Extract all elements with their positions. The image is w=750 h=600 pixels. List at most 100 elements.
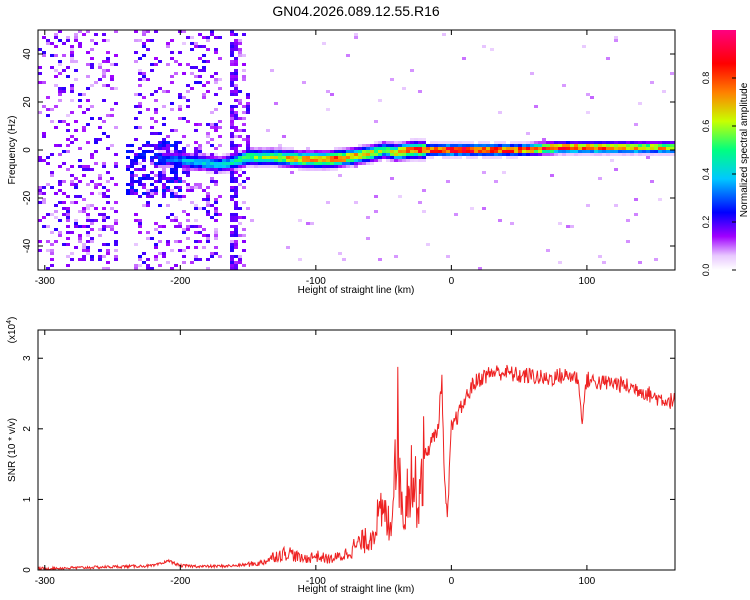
heatmap-cell	[50, 108, 54, 111]
heatmap-cell	[166, 243, 170, 246]
heatmap-cell	[198, 69, 202, 72]
heatmap-cell	[634, 141, 638, 144]
heatmap-cell	[170, 39, 174, 42]
heatmap-cell	[578, 144, 582, 147]
heatmap-cell	[346, 153, 350, 156]
heatmap-cell	[594, 141, 598, 144]
heatmap-cell	[638, 261, 642, 264]
heatmap-cell	[334, 159, 338, 162]
heatmap-cell	[178, 195, 182, 198]
heatmap-cell	[142, 54, 146, 57]
heatmap-cell	[154, 153, 158, 156]
heatmap-cell	[138, 93, 142, 96]
heatmap-cell	[182, 168, 186, 171]
heatmap-cell	[230, 84, 234, 87]
heatmap-cell	[522, 147, 526, 150]
heatmap-cell	[98, 138, 102, 141]
heatmap-cell	[298, 153, 302, 156]
heatmap-cell	[66, 210, 70, 213]
heatmap-cell	[114, 63, 118, 66]
heatmap-cell	[142, 75, 146, 78]
heatmap-cell	[418, 147, 422, 150]
heatmap-cell	[378, 159, 382, 162]
heatmap-cell	[306, 156, 310, 159]
heatmap-cell	[302, 168, 306, 171]
heatmap-cell	[174, 168, 178, 171]
heatmap-cell	[298, 219, 302, 222]
heatmap-cell	[198, 81, 202, 84]
heatmap-cell	[50, 42, 54, 45]
heatmap-cell	[162, 189, 166, 192]
heatmap-cell	[202, 66, 206, 69]
heatmap-cell	[462, 153, 466, 156]
heatmap-cell	[610, 147, 614, 150]
heatmap-cell	[150, 93, 154, 96]
heatmap-cell	[410, 147, 414, 150]
heatmap-cell	[286, 150, 290, 153]
heatmap-cell	[626, 150, 630, 153]
heatmap-cell	[142, 30, 146, 33]
heatmap-cell	[162, 159, 166, 162]
heatmap-cell	[526, 153, 530, 156]
heatmap-cell	[234, 168, 238, 171]
heatmap-cell	[162, 252, 166, 255]
heatmap-cell	[390, 177, 394, 180]
heatmap-cell	[358, 156, 362, 159]
heatmap-cell	[470, 150, 474, 153]
heatmap-cell	[82, 198, 86, 201]
heatmap-cell	[434, 147, 438, 150]
heatmap-cell	[242, 33, 246, 36]
heatmap-cell	[66, 213, 70, 216]
heatmap-cell	[282, 135, 286, 138]
heatmap-cell	[230, 156, 234, 159]
heatmap-cell	[514, 144, 518, 147]
heatmap-cell	[142, 186, 146, 189]
colorbar-label: Normalized spectral amplitude	[739, 82, 750, 217]
heatmap-cell	[230, 105, 234, 108]
heatmap-cell	[230, 138, 234, 141]
heatmap-cell	[366, 216, 370, 219]
heatmap-cell	[606, 144, 610, 147]
heatmap-cell	[210, 162, 214, 165]
heatmap-cell	[78, 210, 82, 213]
heatmap-cell	[66, 114, 70, 117]
heatmap-cell	[274, 150, 278, 153]
heatmap-cell	[138, 126, 142, 129]
heatmap-cell	[382, 141, 386, 144]
heatmap-cell	[262, 159, 266, 162]
heatmap-cell	[70, 57, 74, 60]
heatmap-cell	[666, 150, 670, 153]
heatmap-cell	[230, 162, 234, 165]
heatmap-cell	[194, 255, 198, 258]
heatmap-cell	[102, 267, 106, 270]
heatmap-cell	[370, 153, 374, 156]
heatmap-cell	[214, 51, 218, 54]
heatmap-cell	[82, 126, 86, 129]
heatmap-cell	[54, 126, 58, 129]
heatmap-cell	[406, 144, 410, 147]
heatmap-cell	[206, 168, 210, 171]
heatmap-cell	[110, 108, 114, 111]
heatmap-cell	[278, 159, 282, 162]
heatmap-cell	[130, 180, 134, 183]
heatmap-cell	[142, 144, 146, 147]
heatmap-cell	[510, 150, 514, 153]
heatmap-cell	[346, 165, 350, 168]
heatmap-cell	[214, 201, 218, 204]
heatmap-cell	[182, 255, 186, 258]
heatmap-cell	[142, 42, 146, 45]
heatmap-cell	[322, 159, 326, 162]
heatmap-cell	[178, 249, 182, 252]
heatmap-cell	[546, 141, 550, 144]
heatmap-cell	[98, 174, 102, 177]
heatmap-cell	[130, 144, 134, 147]
heatmap-cell	[154, 120, 158, 123]
heatmap-cell	[254, 159, 258, 162]
heatmap-cell	[98, 66, 102, 69]
heatmap-cell	[562, 150, 566, 153]
heatmap-cell	[350, 159, 354, 162]
heatmap-cell	[382, 150, 386, 153]
heatmap-cell	[78, 105, 82, 108]
heatmap-cell	[574, 150, 578, 153]
heatmap-cell	[298, 159, 302, 162]
